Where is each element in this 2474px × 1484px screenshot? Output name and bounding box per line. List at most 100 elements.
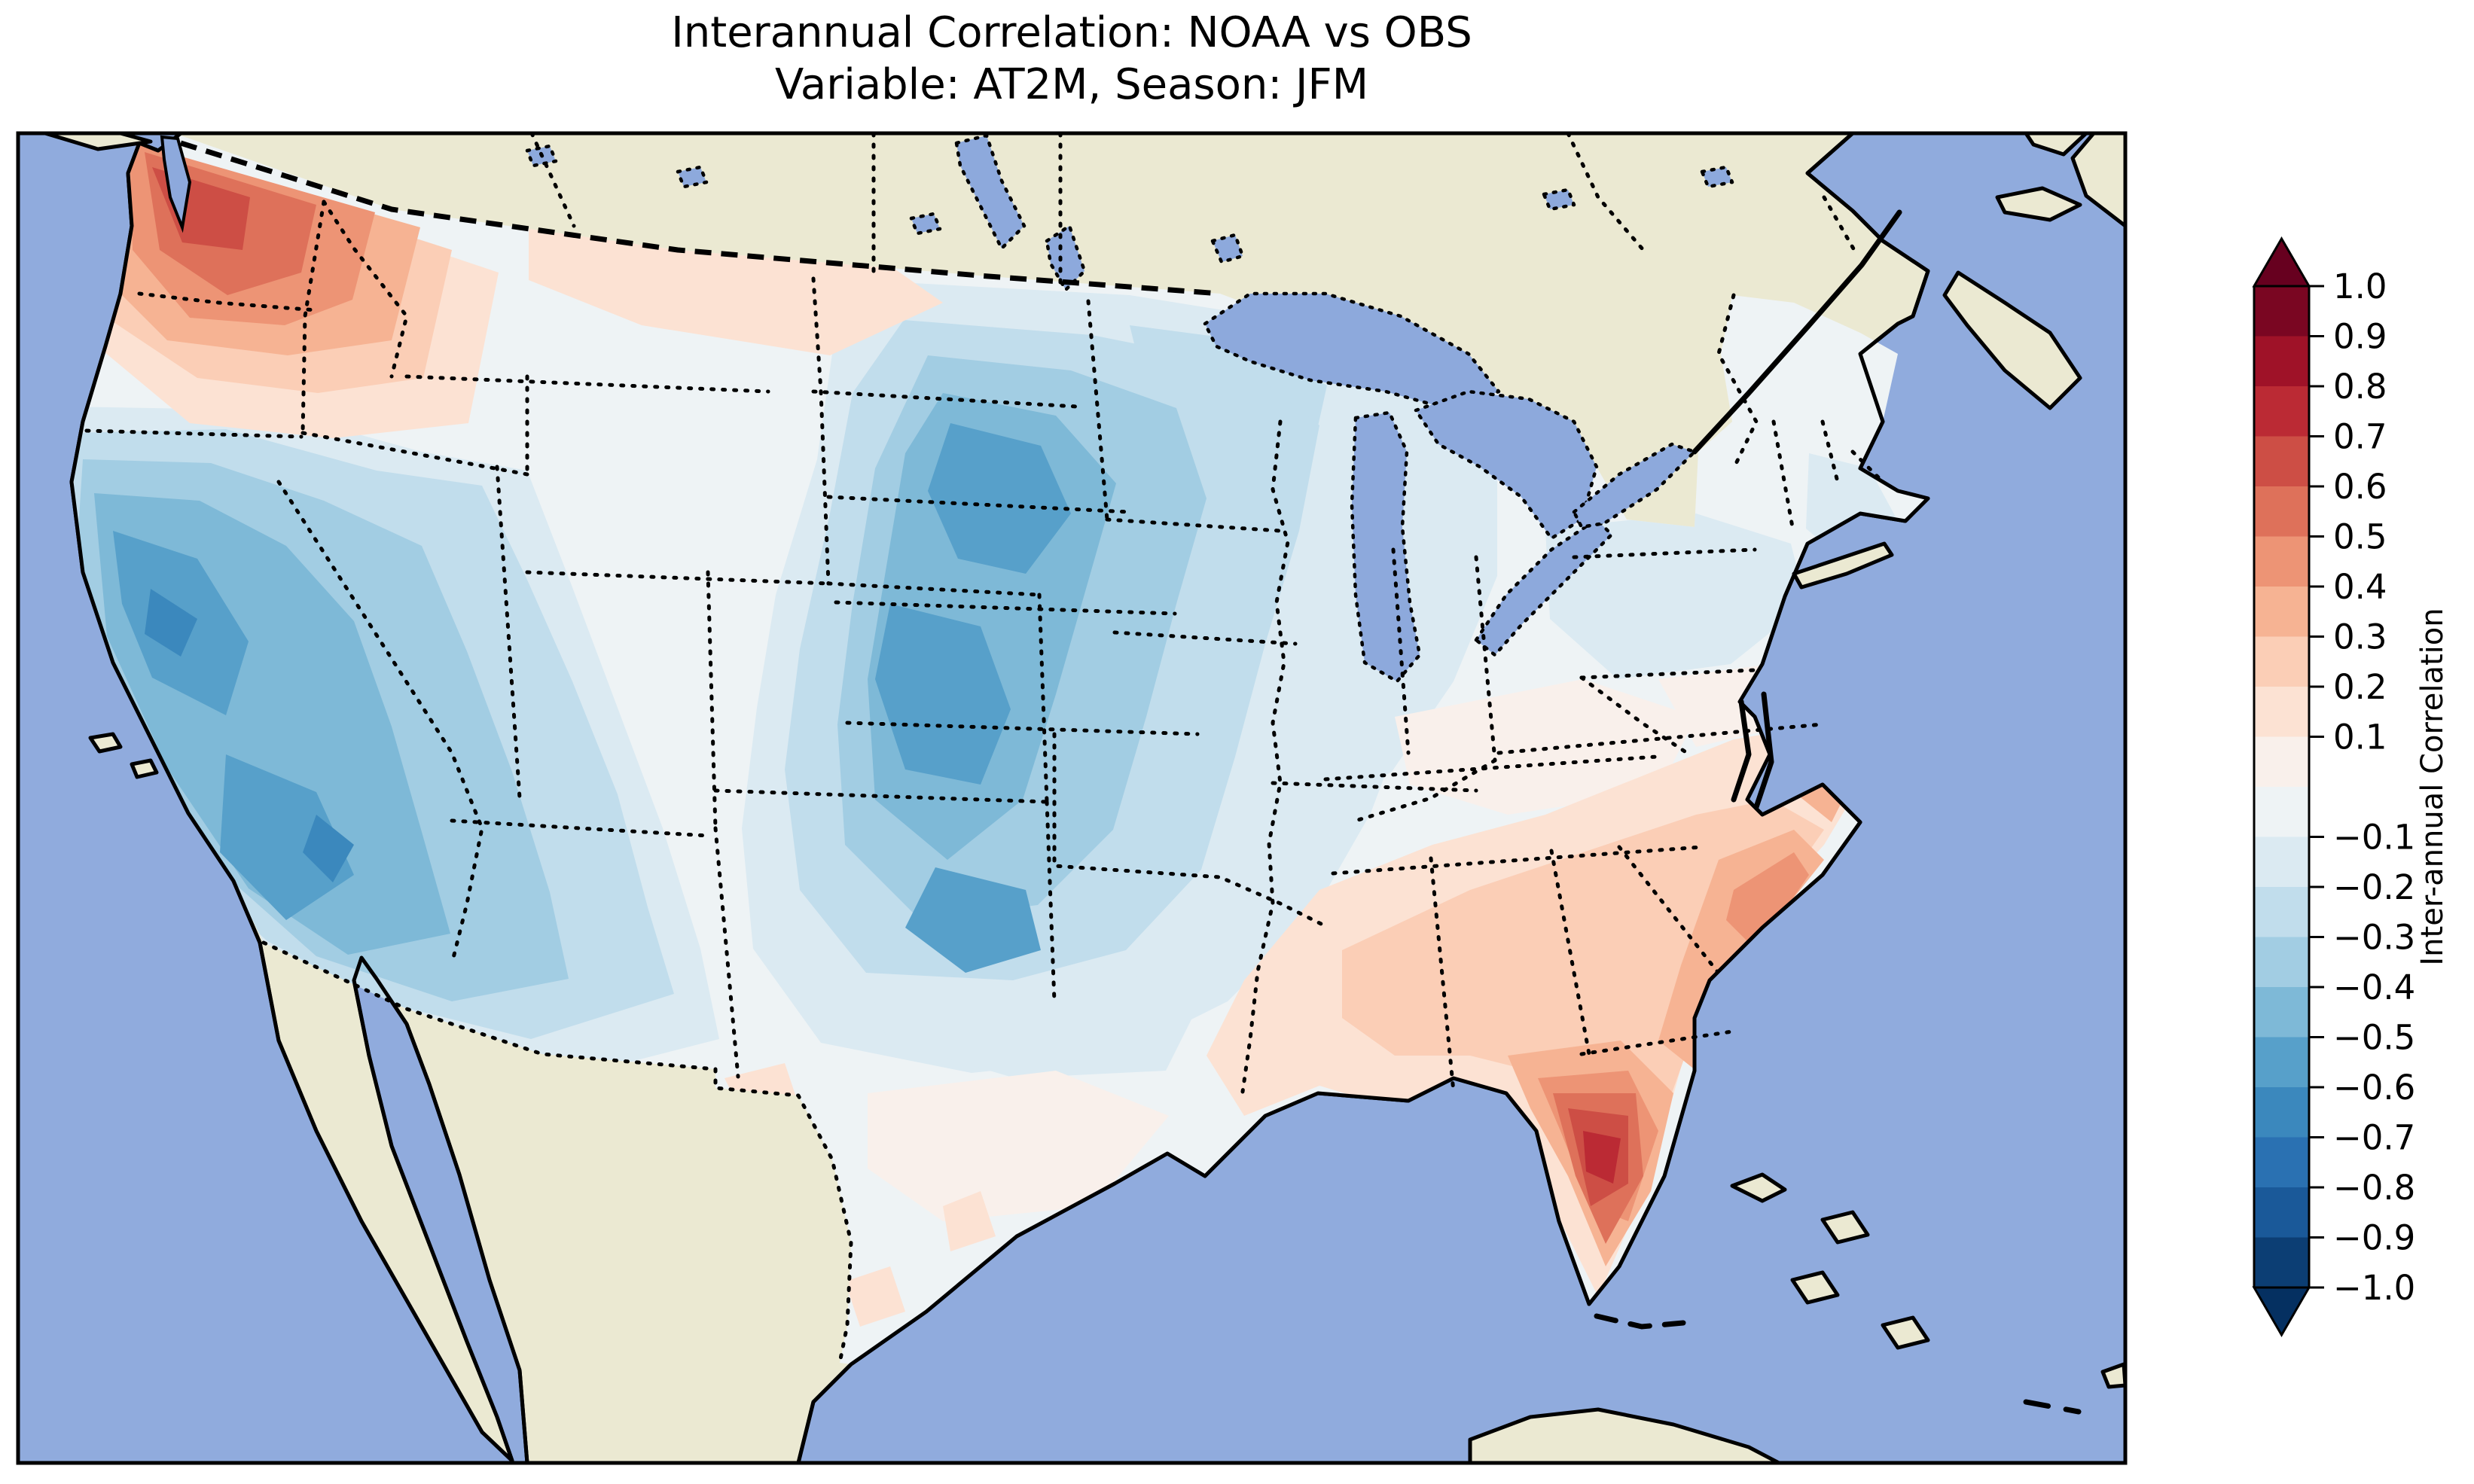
contour-central-blue-core-a bbox=[928, 423, 1071, 574]
state-border-ca-nv bbox=[276, 480, 484, 966]
colorbar-extend-above bbox=[2252, 236, 2311, 288]
lake-nipigon bbox=[1210, 233, 1245, 264]
colorbar-tick-label: −0.6 bbox=[2333, 1068, 2415, 1108]
state-borders bbox=[84, 200, 1885, 1094]
colorbar-tick-label: 0.4 bbox=[2333, 567, 2387, 607]
state-border-id-south bbox=[300, 431, 529, 477]
state-border-pa-ny bbox=[1572, 547, 1757, 559]
colorbar-tick-label: −0.4 bbox=[2333, 967, 2415, 1007]
contour-texascoast-pink-a bbox=[845, 1266, 905, 1327]
contour-ohiovalley-warm bbox=[1395, 679, 1696, 815]
colorbar-band bbox=[2254, 386, 2309, 437]
contour-central-blue-core-b bbox=[875, 604, 1011, 785]
state-border-ny-vt bbox=[1771, 419, 1795, 529]
state-border-mississippi-river bbox=[1240, 419, 1290, 1094]
state-border-ga-sc bbox=[1617, 845, 1719, 974]
state-border-ut-co bbox=[706, 570, 718, 830]
state-border-in-oh bbox=[1474, 555, 1497, 763]
figure-title-line2: Variable: AT2M, Season: JFM bbox=[775, 60, 1368, 109]
state-border-ga-fl bbox=[1579, 1029, 1734, 1056]
lakes bbox=[525, 133, 1734, 684]
cuba bbox=[1468, 1407, 1781, 1463]
channel-islands bbox=[88, 732, 159, 779]
state-border-co-north bbox=[826, 581, 1042, 597]
colorbar-tick-label: −0.1 bbox=[2333, 817, 2415, 857]
lake-superior bbox=[1203, 291, 1501, 413]
map-panel bbox=[18, 133, 2125, 1463]
colorbar-band bbox=[2254, 1187, 2309, 1239]
lake-winnipeg bbox=[954, 133, 1027, 251]
colorbar-tick-label: 0.8 bbox=[2333, 367, 2387, 407]
colorbar-tick-label: 0.3 bbox=[2333, 617, 2387, 657]
colorbar-tick-label: −0.9 bbox=[2333, 1217, 2415, 1257]
colorbar-band bbox=[2254, 1237, 2309, 1288]
colorbar bbox=[2252, 236, 2311, 1337]
state-border-wa-or bbox=[137, 291, 319, 312]
puget-sound bbox=[160, 135, 192, 233]
bahamas-b bbox=[1820, 1210, 1870, 1245]
newfoundland-corner bbox=[2070, 133, 2125, 228]
contour-sc-coast-red bbox=[1726, 852, 1809, 950]
map-frame bbox=[16, 131, 2128, 1465]
chesapeake-bay bbox=[1731, 691, 1774, 810]
colorbar-band bbox=[2254, 436, 2309, 487]
state-border-newengland-b bbox=[1850, 449, 1885, 484]
state-border-id-west bbox=[300, 200, 326, 435]
colorbar-outline bbox=[2253, 286, 2311, 1287]
lake-ontario bbox=[1572, 442, 1697, 529]
canada-lake-c bbox=[1542, 187, 1576, 212]
state-border-tn-south bbox=[1331, 845, 1704, 876]
colorbar-tick-label: 0.7 bbox=[2333, 416, 2387, 456]
colorbar-tick-label: 1.0 bbox=[2333, 267, 2387, 306]
colorbar-tick-label: −0.8 bbox=[2333, 1168, 2415, 1208]
state-border-mn-west bbox=[1086, 299, 1109, 522]
colorbar-band bbox=[2254, 636, 2309, 687]
contour-southeast-red-2 bbox=[1342, 800, 1824, 1206]
colorbar-band bbox=[2254, 587, 2309, 638]
lake-michigan bbox=[1350, 410, 1422, 684]
colorbar-extend-below bbox=[2252, 1286, 2311, 1337]
canada-lake-b bbox=[676, 165, 709, 189]
state-border-ohio-river bbox=[1353, 758, 1497, 823]
bahamas-a bbox=[1730, 1172, 1787, 1203]
colorbar-tick-label: −1.0 bbox=[2333, 1268, 2415, 1308]
colorbar-band bbox=[2254, 1037, 2309, 1088]
state-border-ne-ks bbox=[834, 600, 1177, 616]
state-border-nm-tx bbox=[1045, 800, 1057, 1004]
state-border-id-mt bbox=[322, 200, 409, 379]
colorbar-tick-label: −0.3 bbox=[2333, 917, 2415, 957]
prince-edward-island bbox=[1995, 186, 2082, 222]
state-border-co-south bbox=[713, 788, 1049, 804]
state-border-newengland-a bbox=[1820, 419, 1840, 484]
state-border-wy-south bbox=[525, 570, 831, 586]
long-island bbox=[1792, 541, 1894, 590]
colorbar-band bbox=[2254, 1137, 2309, 1188]
colorbar-band bbox=[2254, 536, 2309, 587]
colorbar-band bbox=[2254, 937, 2309, 988]
colorbar-tick-label: 0.2 bbox=[2333, 667, 2387, 707]
colorbar-band bbox=[2254, 987, 2309, 1038]
state-border-ks-ok bbox=[845, 721, 1200, 736]
nova-scotia bbox=[1942, 270, 2082, 410]
colorbar-tick-label: 0.9 bbox=[2333, 316, 2387, 356]
colorbar-ticks: 1.0 0.9 0.8 0.7 0.6 0.5 0.4 0.3 0.2 0.1 −0.1 −0.2 −0… bbox=[2309, 267, 2415, 1308]
contour-texascoast-pink-b bbox=[943, 1191, 996, 1251]
state-border-co-east bbox=[1037, 593, 1049, 804]
florida-keys bbox=[1594, 1313, 1686, 1330]
contour-west-blue-dark-b bbox=[303, 815, 354, 882]
colorbar-tick-label: −0.5 bbox=[2333, 1017, 2415, 1057]
figure-title-line1: Interannual Correlation: NOAA vs OBS bbox=[671, 8, 1472, 57]
state-border-ar-north bbox=[1271, 781, 1478, 793]
colorbar-band bbox=[2254, 736, 2309, 788]
canada-province-borders bbox=[529, 133, 1856, 292]
colorbar-tick-label: 0.1 bbox=[2333, 717, 2387, 757]
state-border-nv-ut bbox=[495, 465, 522, 800]
islands bbox=[43, 133, 2125, 1463]
colorbar-tick-label: 0.5 bbox=[2333, 517, 2387, 556]
state-border-va-nc bbox=[1496, 722, 1825, 755]
state-border-wv bbox=[1579, 675, 1689, 755]
colorbar-band bbox=[2254, 887, 2309, 938]
state-border-ia-mo bbox=[1112, 630, 1298, 646]
